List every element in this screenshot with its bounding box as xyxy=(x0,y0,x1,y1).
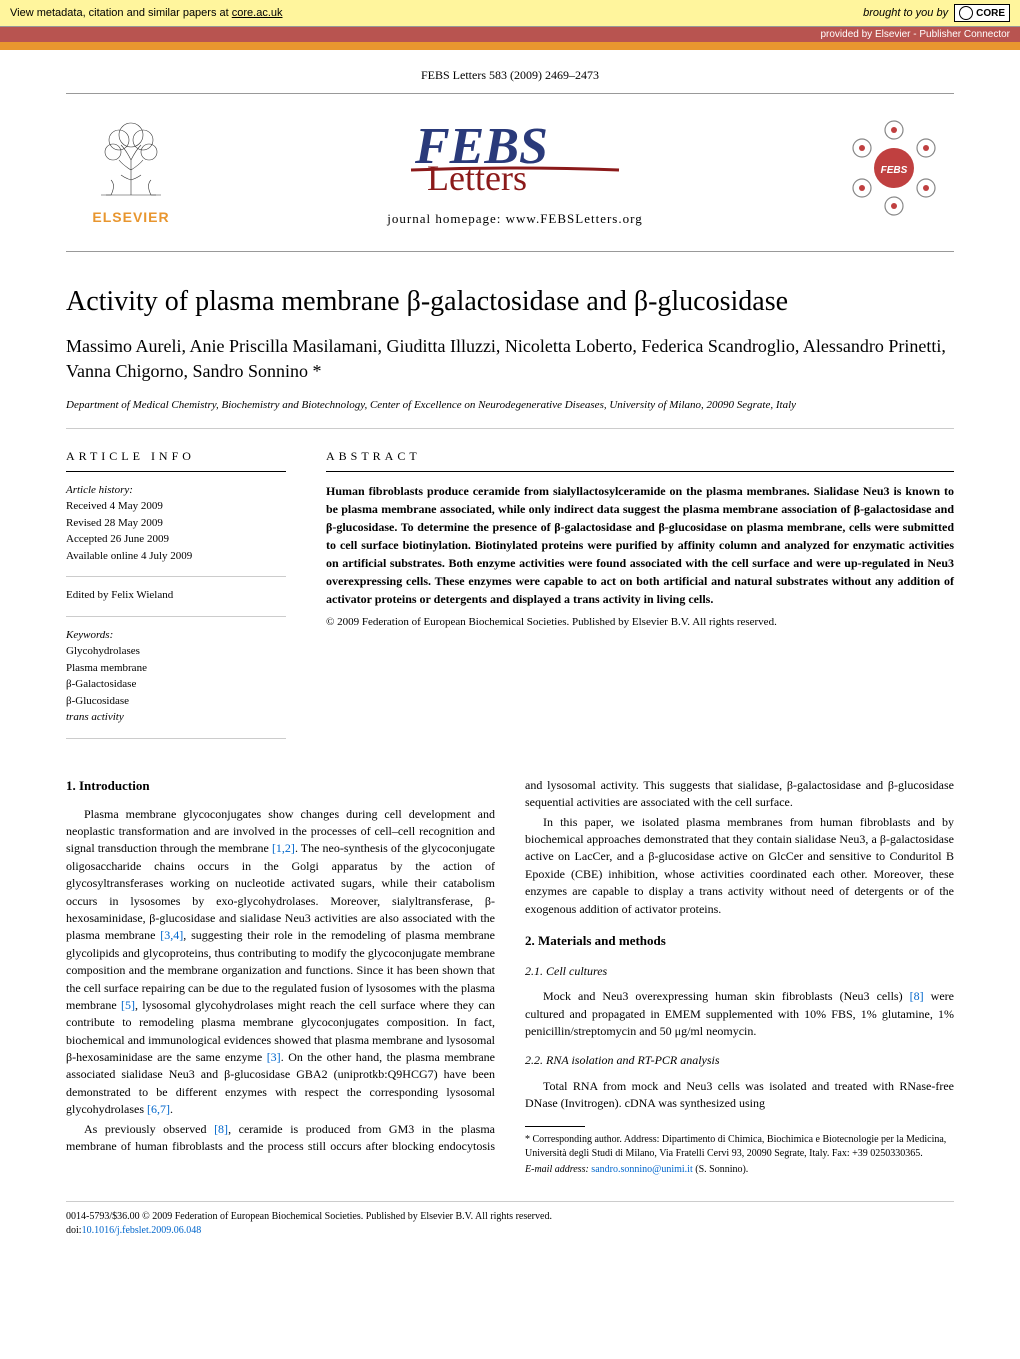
keyword-italic: trans activity xyxy=(66,711,124,723)
ref-link[interactable]: [3,4] xyxy=(160,928,183,942)
febs-letters-logo: FEBS Letters xyxy=(405,108,625,198)
doi-prefix: doi: xyxy=(66,1225,82,1236)
edited-by-block: Edited by Felix Wieland xyxy=(66,587,286,617)
core-link[interactable]: core.ac.uk xyxy=(232,7,283,19)
edited-by: Edited by Felix Wieland xyxy=(66,587,286,604)
ref-link[interactable]: [6,7] xyxy=(147,1102,170,1116)
authors-list: Massimo Aureli, Anie Priscilla Masilaman… xyxy=(66,334,954,384)
homepage-label: journal homepage: xyxy=(387,211,505,226)
keyword: β-Galactosidase xyxy=(66,676,286,693)
abstract-heading: ABSTRACT xyxy=(326,447,954,472)
keywords-block: Keywords: Glycohydrolases Plasma membran… xyxy=(66,627,286,739)
core-left-text: View metadata, citation and similar pape… xyxy=(10,7,232,19)
body-text: . xyxy=(170,1102,173,1116)
abstract-copyright: © 2009 Federation of European Biochemica… xyxy=(326,614,954,631)
svg-text:FEBS: FEBS xyxy=(881,165,908,176)
homepage-line: journal homepage: www.FEBSLetters.org xyxy=(196,211,834,227)
email-footnote: E-mail address: sandro.sonnino@unimi.it … xyxy=(525,1163,954,1177)
core-banner-left: View metadata, citation and similar pape… xyxy=(10,7,283,19)
body-columns: 1. Introduction Plasma membrane glycocon… xyxy=(66,777,954,1178)
body-paragraph: Plasma membrane glycoconjugates show cha… xyxy=(66,806,495,1119)
ref-link[interactable]: [5] xyxy=(121,998,135,1012)
abstract-text: Human fibroblasts produce ceramide from … xyxy=(326,482,954,608)
homepage-url[interactable]: www.FEBSLetters.org xyxy=(506,211,643,226)
section-2-2-heading: 2.2. RNA isolation and RT-PCR analysis xyxy=(525,1052,954,1069)
febs-society-icon: FEBS xyxy=(844,118,944,218)
revised-date: Revised 28 May 2009 xyxy=(66,515,286,532)
body-paragraph: In this paper, we isolated plasma membra… xyxy=(525,814,954,918)
body-paragraph: Mock and Neu3 overexpressing human skin … xyxy=(525,988,954,1040)
info-abstract-row: ARTICLE INFO Article history: Received 4… xyxy=(66,447,954,749)
keyword: Plasma membrane xyxy=(66,660,286,677)
elsevier-tree-icon xyxy=(81,110,181,200)
journal-citation: FEBS Letters 583 (2009) 2469–2473 xyxy=(66,50,954,94)
keyword: Glycohydrolases xyxy=(66,643,286,660)
ref-link[interactable]: [1,2] xyxy=(272,841,295,855)
ref-link[interactable]: [8] xyxy=(910,989,924,1003)
body-paragraph: Total RNA from mock and Neu3 cells was i… xyxy=(525,1078,954,1113)
article-history-block: Article history: Received 4 May 2009 Rev… xyxy=(66,482,286,578)
keyword: β-Glucosidase xyxy=(66,693,286,710)
email-suffix: (S. Sonnino). xyxy=(693,1164,749,1175)
section-2-1-heading: 2.1. Cell cultures xyxy=(525,963,954,980)
received-date: Received 4 May 2009 xyxy=(66,498,286,515)
body-text: As previously observed xyxy=(84,1122,214,1136)
section-1-heading: 1. Introduction xyxy=(66,777,495,796)
keyword: trans activity xyxy=(66,709,286,726)
corresponding-footnote: * Corresponding author. Address: Diparti… xyxy=(525,1133,954,1161)
ref-link[interactable]: [8] xyxy=(214,1122,228,1136)
page-footer: 0014-5793/$36.00 © 2009 Federation of Eu… xyxy=(66,1201,954,1238)
footer-doi: doi:10.1016/j.febslet.2009.06.048 xyxy=(66,1224,954,1238)
affiliation: Department of Medical Chemistry, Biochem… xyxy=(66,398,954,428)
provided-by-strip: provided by Elsevier - Publisher Connect… xyxy=(0,27,1020,42)
core-banner: View metadata, citation and similar pape… xyxy=(0,0,1020,27)
online-date: Available online 4 July 2009 xyxy=(66,548,286,565)
masthead: ELSEVIER FEBS Letters journal homepage: … xyxy=(66,94,954,252)
history-label: Article history: xyxy=(66,482,286,499)
febs-badge: FEBS xyxy=(834,118,954,218)
keywords-label: Keywords: xyxy=(66,627,286,644)
body-text: Mock and Neu3 overexpressing human skin … xyxy=(543,989,910,1003)
abstract-column: ABSTRACT Human fibroblasts produce ceram… xyxy=(326,447,954,749)
doi-link[interactable]: 10.1016/j.febslet.2009.06.048 xyxy=(82,1225,202,1236)
orange-divider xyxy=(0,42,1020,50)
footer-copyright: 0014-5793/$36.00 © 2009 Federation of Eu… xyxy=(66,1210,954,1224)
email-link[interactable]: sandro.sonnino@unimi.it xyxy=(591,1164,692,1175)
core-logo[interactable]: CORE xyxy=(954,4,1010,22)
febs-center: FEBS Letters journal homepage: www.FEBSL… xyxy=(196,108,834,227)
elsevier-wordmark: ELSEVIER xyxy=(66,209,196,225)
core-banner-right: brought to you by CORE xyxy=(863,4,1010,22)
elsevier-logo[interactable]: ELSEVIER xyxy=(66,110,196,225)
svg-text:Letters: Letters xyxy=(427,158,527,198)
article-info-heading: ARTICLE INFO xyxy=(66,447,286,472)
email-label: E-mail address: xyxy=(525,1164,591,1175)
provided-publisher: Elsevier - Publisher Connector xyxy=(875,29,1010,40)
accepted-date: Accepted 26 June 2009 xyxy=(66,531,286,548)
provided-prefix: provided by xyxy=(820,29,874,40)
brought-by-text: brought to you by xyxy=(863,7,948,19)
footnote-separator xyxy=(525,1126,585,1127)
section-2-heading: 2. Materials and methods xyxy=(525,932,954,951)
article-info-column: ARTICLE INFO Article history: Received 4… xyxy=(66,447,286,749)
ref-link[interactable]: [3] xyxy=(267,1050,281,1064)
article-title: Activity of plasma membrane β-galactosid… xyxy=(66,286,954,318)
body-text: In this paper, we isolated plasma membra… xyxy=(525,815,954,916)
